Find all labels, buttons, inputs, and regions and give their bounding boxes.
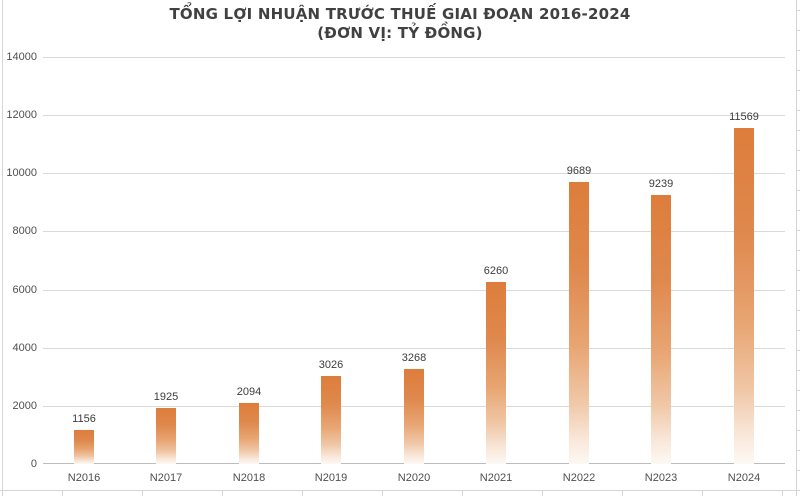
sheet-column-tick xyxy=(462,491,463,496)
bar xyxy=(569,182,589,464)
sheet-column-tick xyxy=(222,491,223,496)
sheet-row-tick xyxy=(797,270,800,271)
y-tick-label: 8000 xyxy=(12,225,37,237)
chart-subtitle: (ĐƠN VỊ: TỶ ĐỒNG) xyxy=(317,24,483,42)
x-tick-label: N2017 xyxy=(149,472,183,484)
sheet-gridline-left xyxy=(2,0,3,496)
y-tick-label: 4000 xyxy=(12,342,37,354)
x-tick-label: N2022 xyxy=(562,472,596,484)
bar-slot: 9239 N2023 xyxy=(620,57,702,484)
bar-value-label: 3268 xyxy=(401,352,427,364)
sheet-gridline-bottom xyxy=(0,490,800,491)
sheet-row-tick xyxy=(797,430,800,431)
sheet-row-tick xyxy=(797,310,800,311)
bar-slot: 1925 N2017 xyxy=(125,57,207,484)
bar xyxy=(156,408,176,464)
bar xyxy=(651,195,671,464)
x-tick-label: N2023 xyxy=(644,472,678,484)
sheet-row-tick xyxy=(797,450,800,451)
sheet-column-tick xyxy=(142,491,143,496)
gridline xyxy=(43,115,785,116)
gridline xyxy=(43,57,785,58)
bar-value-label: 11569 xyxy=(729,111,759,123)
plot-area: 1156 N2016 1925 N2017 2094 N2018 3026 N2019 3268… xyxy=(43,57,785,484)
sheet-row-tick xyxy=(797,10,800,11)
sheet-row-tick xyxy=(797,410,800,411)
bar xyxy=(239,403,259,464)
sheet-row-tick xyxy=(797,470,800,471)
gridline xyxy=(43,231,785,232)
bar xyxy=(404,369,424,464)
bar-slot: 11569 N2024 xyxy=(703,57,785,484)
bar-slot: 9689 N2022 xyxy=(538,57,620,484)
sheet-row-tick xyxy=(797,250,800,251)
bar-value-label: 9239 xyxy=(648,178,674,190)
x-tick-label: N2021 xyxy=(479,472,513,484)
chart-title-block: TỔNG LỢI NHUẬN TRƯỚC THUẾ GIAI ĐOẠN 2016… xyxy=(0,5,800,43)
sheet-row-tick xyxy=(797,130,800,131)
sheet-row-tick xyxy=(797,90,800,91)
sheet-column-tick xyxy=(782,491,783,496)
chart-title: TỔNG LỢI NHUẬN TRƯỚC THUẾ GIAI ĐOẠN 2016… xyxy=(169,5,631,23)
x-tick-label: N2020 xyxy=(397,472,431,484)
sheet-row-tick xyxy=(797,50,800,51)
sheet-column-tick xyxy=(62,491,63,496)
sheet-column-tick xyxy=(702,491,703,496)
sheet-row-tick xyxy=(797,190,800,191)
sheet-column-tick xyxy=(542,491,543,496)
y-tick-label: 12000 xyxy=(6,109,37,121)
sheet-row-tick xyxy=(797,70,800,71)
bar-value-label: 3026 xyxy=(318,359,344,371)
x-tick-label: N2018 xyxy=(232,472,266,484)
bar-value-label: 1156 xyxy=(72,413,96,425)
sheet-column-tick xyxy=(302,491,303,496)
sheet-row-tick xyxy=(797,210,800,211)
y-tick-label: 10000 xyxy=(6,167,37,179)
bar-value-label: 6260 xyxy=(483,265,509,277)
bar-value-label: 2094 xyxy=(236,386,262,398)
bar-value-label: 9689 xyxy=(566,165,592,177)
y-tick-label: 0 xyxy=(30,458,37,470)
x-tick-label: N2024 xyxy=(727,472,761,484)
gridline xyxy=(43,348,785,349)
bar xyxy=(486,282,506,464)
x-tick-label: N2019 xyxy=(314,472,348,484)
sheet-row-tick xyxy=(797,370,800,371)
sheet-row-tick xyxy=(797,390,800,391)
x-tick-label: N2016 xyxy=(67,472,101,484)
bar-slot: 1156 N2016 xyxy=(43,57,125,484)
y-tick-label: 2000 xyxy=(12,400,37,412)
bar xyxy=(734,128,754,464)
sheet-gridline-right xyxy=(796,0,797,496)
y-tick-label: 14000 xyxy=(6,51,37,63)
bar xyxy=(321,376,341,464)
sheet-column-tick xyxy=(382,491,383,496)
sheet-row-tick xyxy=(797,230,800,231)
bar xyxy=(74,430,94,464)
bar-slot: 3026 N2019 xyxy=(290,57,372,484)
sheet-row-tick xyxy=(797,350,800,351)
sheet-row-tick xyxy=(797,150,800,151)
sheet-row-tick xyxy=(797,330,800,331)
gridline xyxy=(43,290,785,291)
bar-slot: 3268 N2020 xyxy=(373,57,455,484)
bar-slot: 2094 N2018 xyxy=(208,57,290,484)
bar-value-label: 1925 xyxy=(153,391,179,403)
sheet-row-tick xyxy=(797,290,800,291)
sheet-row-tick xyxy=(797,30,800,31)
bar-slot: 6260 N2021 xyxy=(455,57,537,484)
gridline xyxy=(43,173,785,174)
y-tick-label: 6000 xyxy=(12,284,37,296)
sheet-row-tick xyxy=(797,110,800,111)
sheet-column-tick xyxy=(622,491,623,496)
sheet-row-tick xyxy=(797,170,800,171)
